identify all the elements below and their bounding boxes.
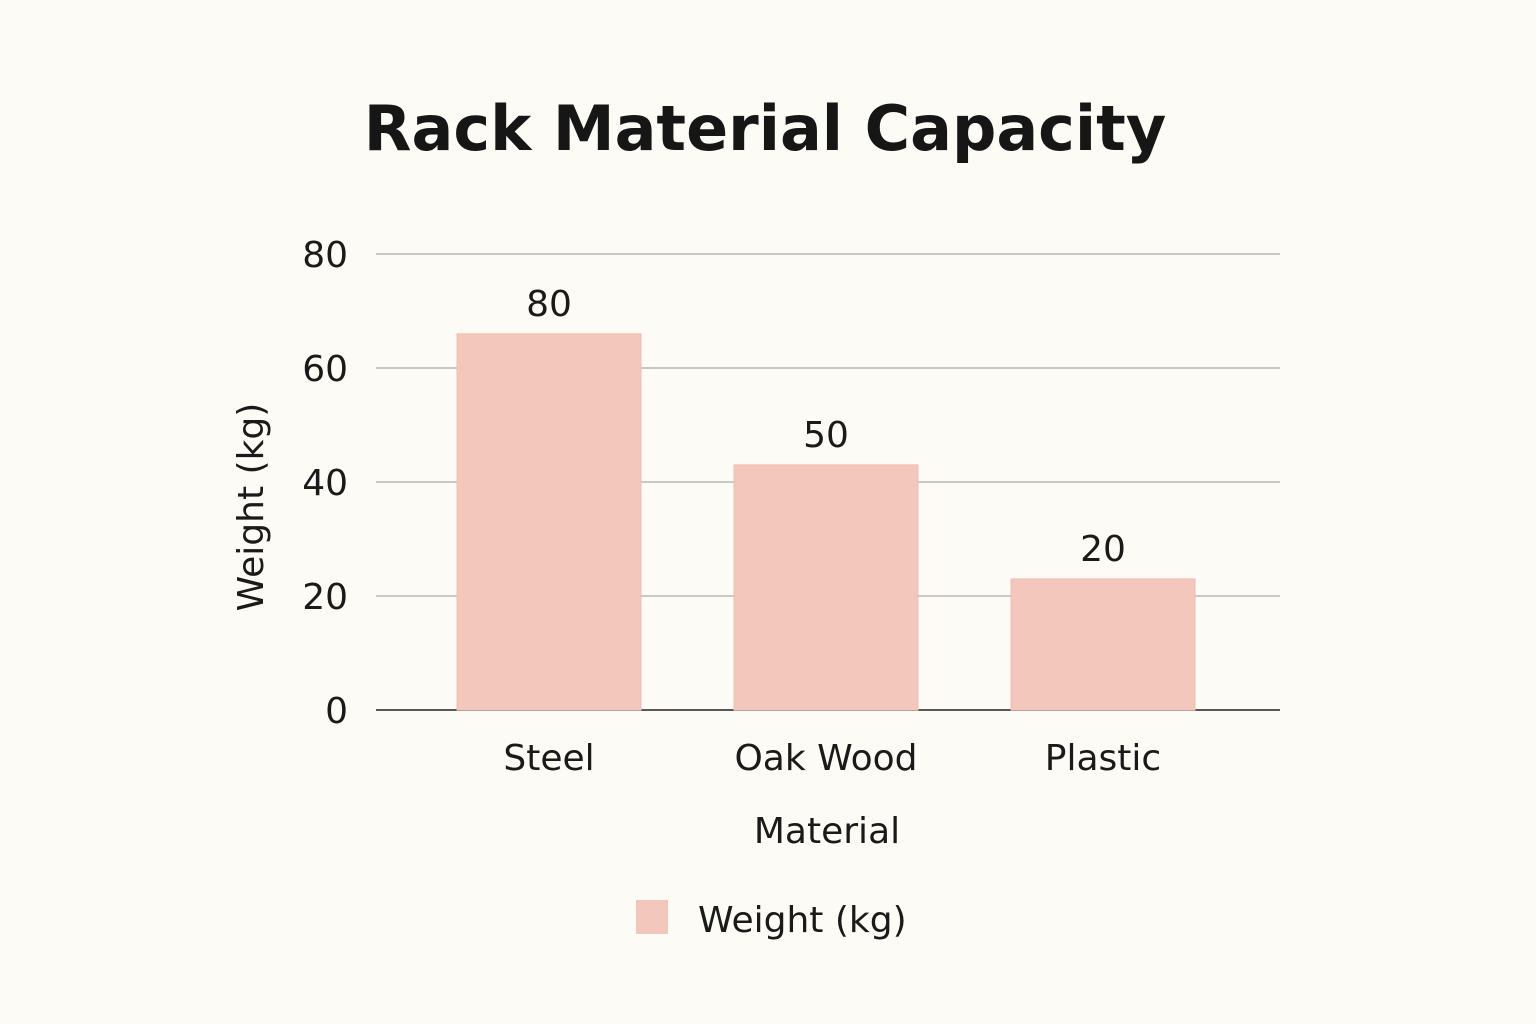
data-label: 80 [526, 284, 572, 325]
x-tick-label: Oak Wood [734, 738, 917, 779]
bar-oak-wood [733, 464, 919, 711]
data-labels: 80 50 20 [526, 284, 1126, 570]
bars [456, 333, 1196, 711]
x-tick-label: Plastic [1045, 738, 1161, 779]
y-tick-label: 0 [325, 691, 348, 732]
legend: Weight (kg) [636, 900, 907, 941]
y-tick-label: 60 [302, 349, 348, 390]
x-tick-labels: Steel Oak Wood Plastic [503, 738, 1161, 779]
y-tick-label: 20 [302, 577, 348, 618]
legend-swatch [636, 900, 668, 934]
chart-title: Rack Material Capacity [364, 92, 1167, 165]
y-tick-label: 80 [302, 235, 348, 276]
data-label: 20 [1080, 529, 1126, 570]
y-tick-labels: 0 20 40 60 80 [302, 235, 348, 732]
bar-steel [456, 333, 642, 711]
bar-plastic [1010, 578, 1196, 711]
x-axis-title: Material [754, 811, 900, 852]
x-tick-label: Steel [503, 738, 594, 779]
y-tick-label: 40 [302, 463, 348, 504]
y-axis-title: Weight (kg) [231, 403, 272, 612]
data-label: 50 [803, 415, 849, 456]
legend-label: Weight (kg) [698, 900, 907, 941]
